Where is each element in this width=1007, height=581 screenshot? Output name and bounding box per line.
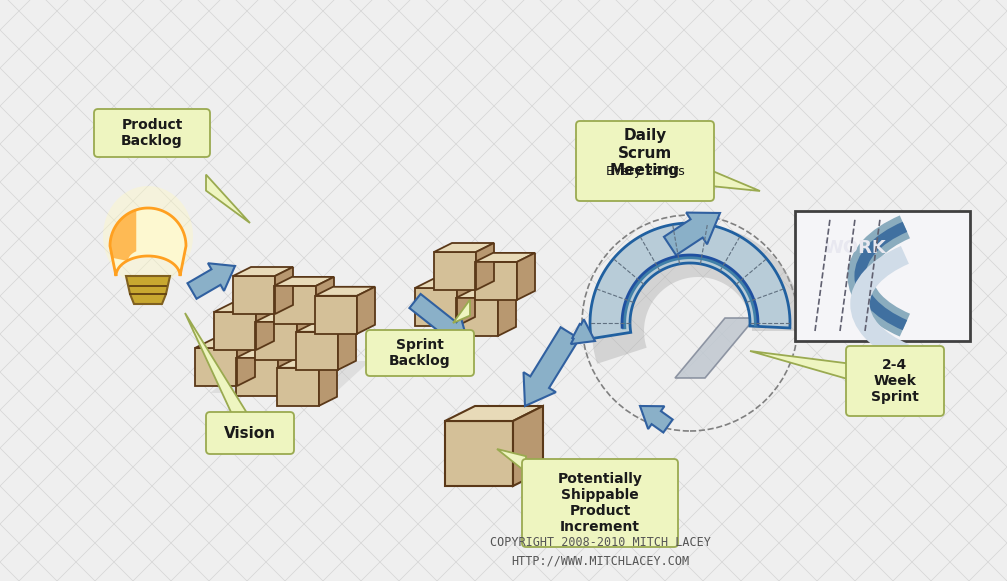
Polygon shape xyxy=(434,252,476,290)
Polygon shape xyxy=(236,349,296,358)
Polygon shape xyxy=(256,303,274,350)
Polygon shape xyxy=(255,313,315,322)
Text: 2-4
Week
Sprint: 2-4 Week Sprint xyxy=(871,358,919,404)
Text: Every 24 hrs: Every 24 hrs xyxy=(605,164,685,178)
Polygon shape xyxy=(498,289,516,336)
Text: COPYRIGHT 2008-2010 MITCH LACEY: COPYRIGHT 2008-2010 MITCH LACEY xyxy=(489,536,710,550)
Text: Daily
Scrum
Meeting: Daily Scrum Meeting xyxy=(610,128,680,178)
Polygon shape xyxy=(126,276,170,304)
Text: HTTP://WWW.MITCHLACEY.COM: HTTP://WWW.MITCHLACEY.COM xyxy=(511,554,689,568)
Polygon shape xyxy=(274,286,316,324)
Polygon shape xyxy=(233,276,275,314)
Polygon shape xyxy=(185,313,249,416)
Polygon shape xyxy=(195,339,255,348)
Polygon shape xyxy=(415,279,475,288)
Polygon shape xyxy=(277,368,319,406)
Polygon shape xyxy=(275,267,293,314)
Polygon shape xyxy=(513,406,543,486)
Polygon shape xyxy=(278,349,296,396)
Polygon shape xyxy=(236,358,278,396)
Polygon shape xyxy=(497,449,526,472)
Polygon shape xyxy=(640,406,673,432)
Polygon shape xyxy=(255,322,297,360)
Polygon shape xyxy=(475,253,535,262)
FancyBboxPatch shape xyxy=(795,211,970,341)
Polygon shape xyxy=(296,323,356,332)
FancyBboxPatch shape xyxy=(846,346,944,416)
Polygon shape xyxy=(476,243,494,290)
Polygon shape xyxy=(410,294,468,343)
Polygon shape xyxy=(664,213,720,255)
Polygon shape xyxy=(315,287,375,296)
Polygon shape xyxy=(237,339,255,386)
Polygon shape xyxy=(415,288,457,326)
Polygon shape xyxy=(434,243,494,252)
Polygon shape xyxy=(210,361,370,393)
Polygon shape xyxy=(675,318,755,378)
Polygon shape xyxy=(297,313,315,360)
Text: Vision: Vision xyxy=(224,425,276,440)
Polygon shape xyxy=(456,298,498,336)
Text: Product
Backlog: Product Backlog xyxy=(121,118,183,148)
Polygon shape xyxy=(187,263,235,299)
Polygon shape xyxy=(590,223,790,339)
Polygon shape xyxy=(571,320,595,344)
Polygon shape xyxy=(453,300,470,323)
FancyBboxPatch shape xyxy=(94,109,210,157)
FancyBboxPatch shape xyxy=(522,459,678,547)
Polygon shape xyxy=(457,279,475,326)
Polygon shape xyxy=(517,253,535,300)
Polygon shape xyxy=(316,277,334,324)
Polygon shape xyxy=(296,332,338,370)
Polygon shape xyxy=(456,289,516,298)
Polygon shape xyxy=(103,186,193,286)
Polygon shape xyxy=(710,170,760,191)
Polygon shape xyxy=(214,303,274,312)
Text: Sprint
Backlog: Sprint Backlog xyxy=(389,338,451,368)
Polygon shape xyxy=(315,296,357,334)
Polygon shape xyxy=(195,348,237,386)
Polygon shape xyxy=(475,262,517,300)
Polygon shape xyxy=(274,277,334,286)
Polygon shape xyxy=(357,287,375,334)
Polygon shape xyxy=(445,406,543,421)
FancyBboxPatch shape xyxy=(576,121,714,201)
Polygon shape xyxy=(524,327,579,406)
FancyBboxPatch shape xyxy=(366,330,474,376)
Text: Potentially
Shippable
Product
Increment: Potentially Shippable Product Increment xyxy=(558,472,642,535)
Polygon shape xyxy=(206,175,250,223)
Text: WORK: WORK xyxy=(824,239,886,257)
Polygon shape xyxy=(110,210,136,261)
Polygon shape xyxy=(750,351,850,380)
Polygon shape xyxy=(110,208,186,276)
Polygon shape xyxy=(233,267,293,276)
Polygon shape xyxy=(214,312,256,350)
Polygon shape xyxy=(445,421,513,486)
Polygon shape xyxy=(338,323,356,370)
Polygon shape xyxy=(277,359,337,368)
FancyBboxPatch shape xyxy=(206,412,294,454)
Polygon shape xyxy=(592,225,804,364)
Polygon shape xyxy=(319,359,337,406)
